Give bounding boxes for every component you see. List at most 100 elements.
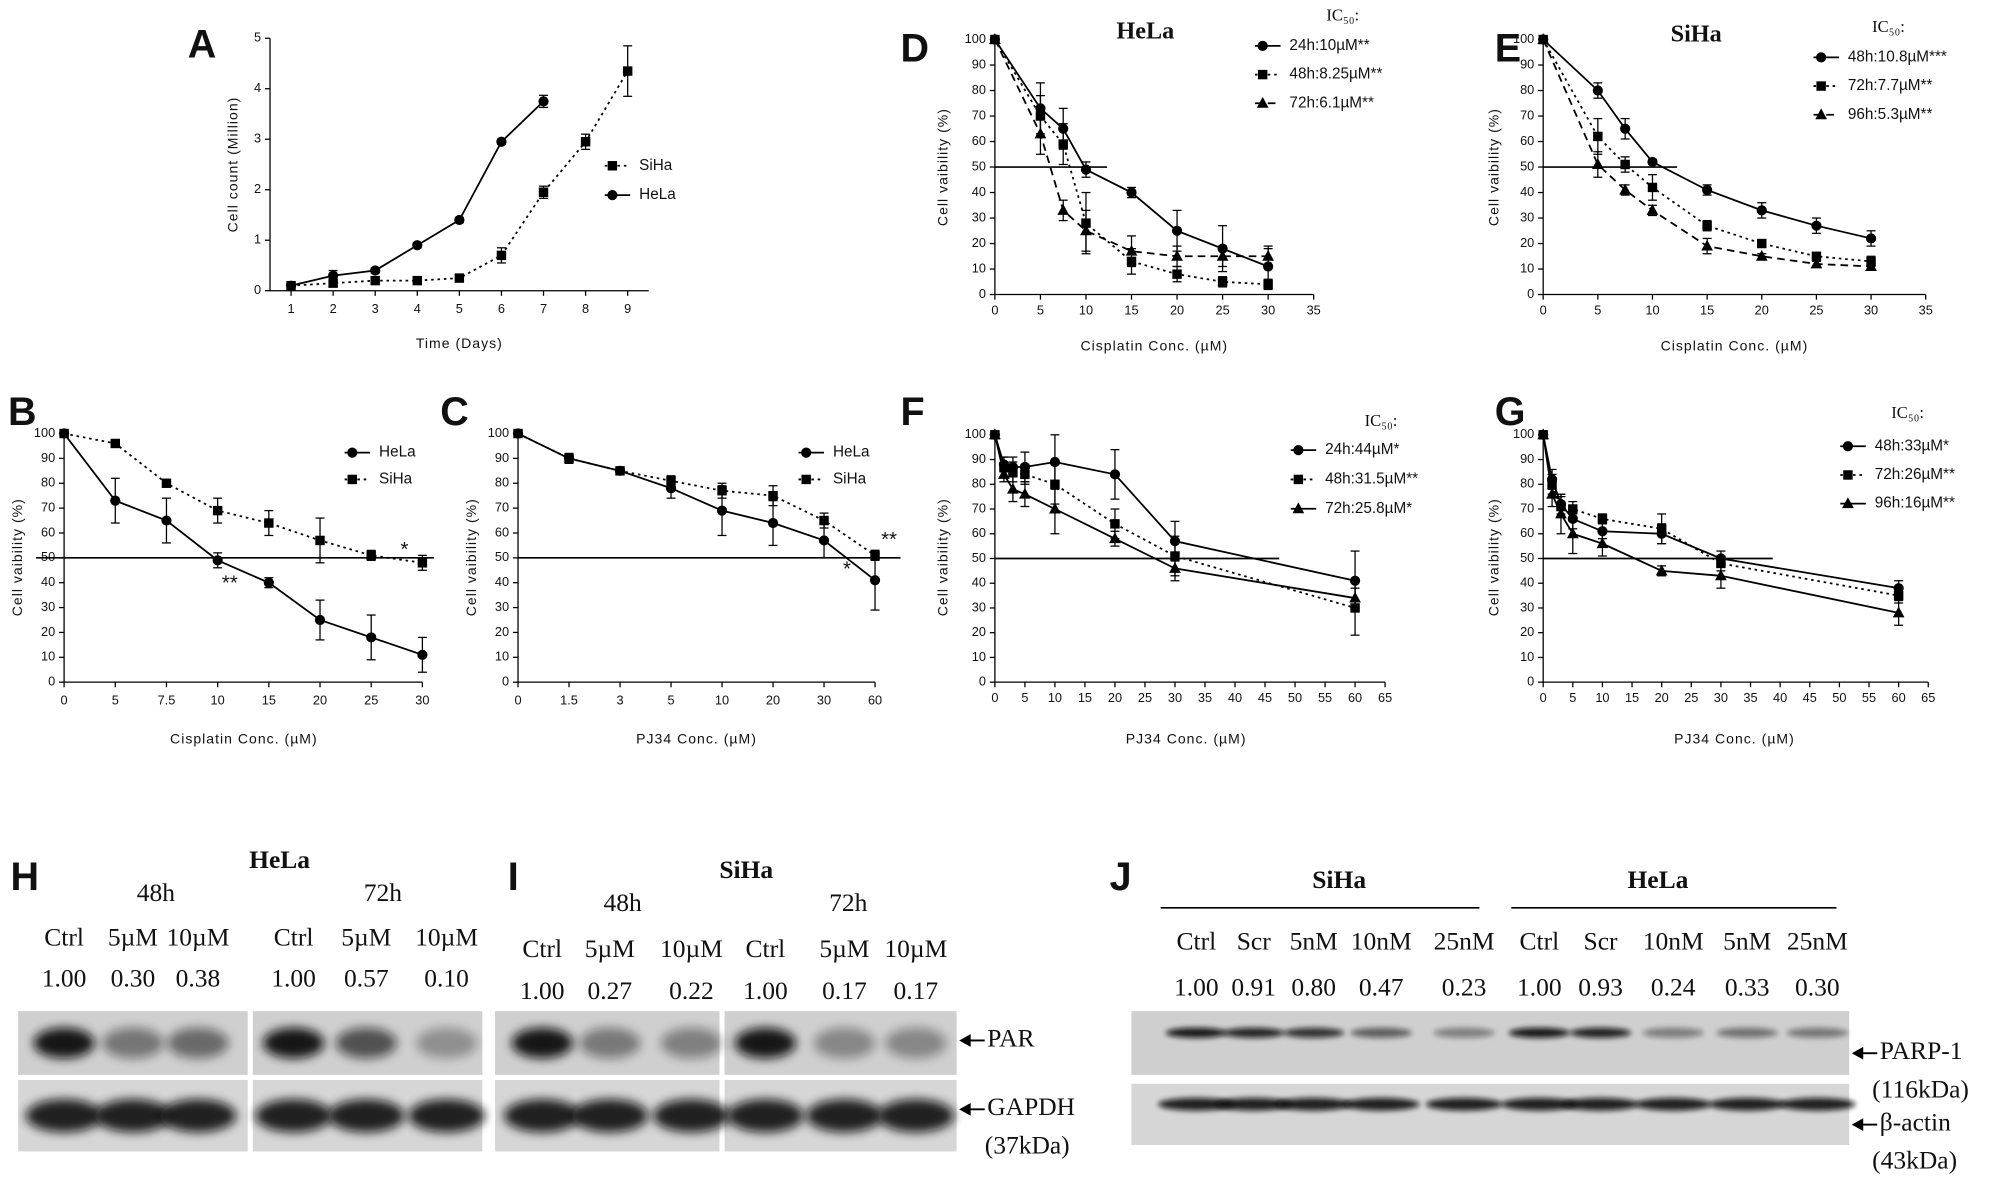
marker [1020, 469, 1030, 480]
marker [717, 485, 727, 496]
y-tick-label: 0 [48, 674, 55, 689]
y-tick-label: 60 [495, 524, 509, 539]
x-tick-label: 30 [1864, 302, 1878, 317]
legend-label: 48h:31.5µM** [1325, 470, 1418, 487]
legend-title: IC₅₀: [1872, 17, 1905, 36]
x-tick-label: 15 [1124, 302, 1138, 317]
marker [1702, 220, 1712, 231]
marker [1169, 562, 1181, 573]
series-line [994, 39, 1269, 268]
band [1433, 1027, 1495, 1038]
marker [1349, 591, 1361, 603]
y-tick-label: 80 [972, 82, 986, 97]
marker [347, 474, 357, 485]
x-tick-label: 7 [540, 301, 547, 316]
x-tick-label: 60 [1348, 690, 1362, 705]
x-tick-label: 5 [456, 301, 463, 316]
marker [1546, 487, 1558, 499]
y-axis-label: Cell vaibility (%) [935, 108, 951, 226]
loading-band [503, 1099, 581, 1133]
marker [1810, 257, 1823, 269]
y-tick-label: 30 [972, 599, 986, 614]
loading-band [94, 1099, 172, 1133]
blot-membrane [1131, 1083, 1850, 1146]
marker [1620, 123, 1631, 134]
marker [328, 270, 339, 281]
y-tick-label: 70 [972, 500, 986, 515]
marker [1619, 183, 1632, 195]
y-tick-label: 40 [1520, 184, 1534, 199]
blot-title: HeLa [249, 845, 310, 874]
y-tick-label: 10 [495, 649, 509, 664]
band [511, 1027, 573, 1059]
loading-band [255, 1099, 332, 1133]
lane-label: 25nM [1434, 926, 1495, 955]
marker [1257, 40, 1268, 52]
band [1569, 1027, 1632, 1038]
band [33, 1027, 95, 1059]
x-axis-label: PJ34 Conc. (µM) [636, 730, 757, 746]
marker [1007, 482, 1019, 494]
lane-label: 10µM [884, 934, 947, 963]
marker [496, 136, 507, 147]
band-value: 0.91 [1231, 972, 1276, 1001]
x-tick-label: 20 [1108, 690, 1122, 705]
blot-label: (116kDa) [1872, 1074, 1969, 1103]
x-tick-label: 30 [817, 693, 831, 708]
marker [1811, 251, 1822, 262]
y-tick-label: 0 [1527, 674, 1534, 689]
y-tick-label: 20 [495, 624, 509, 639]
marker [1172, 269, 1182, 279]
band [1508, 1027, 1570, 1038]
loading-band [328, 1099, 405, 1133]
series-line [63, 432, 423, 656]
marker [869, 575, 881, 586]
lane-label: Scr [1584, 926, 1619, 955]
marker [818, 535, 830, 546]
x-tick-label: 5 [112, 693, 119, 708]
legend-label: SiHa [833, 470, 867, 487]
x-tick-label: 40 [1773, 690, 1787, 705]
marker [110, 438, 120, 449]
y-tick-label: 10 [1520, 260, 1534, 275]
band-value: 1.00 [520, 976, 565, 1005]
loading-band [408, 1099, 485, 1133]
marker [1019, 487, 1031, 499]
y-tick-label: 60 [1520, 525, 1534, 540]
marker [366, 632, 377, 643]
y-tick-label: 100 [965, 426, 986, 441]
marker [454, 273, 465, 283]
marker [1293, 474, 1304, 485]
marker [1126, 187, 1137, 198]
x-tick-label: 10 [1079, 302, 1093, 317]
x-tick-label: 3 [616, 693, 623, 708]
y-tick-label: 10 [972, 649, 986, 664]
x-tick-label: 5 [667, 693, 674, 708]
band [102, 1027, 164, 1059]
y-axis-label: Cell count (Million) [224, 97, 240, 233]
loading-band [1634, 1097, 1712, 1111]
x-tick-label: 30 [1168, 690, 1182, 705]
arrow-head [959, 1102, 971, 1116]
x-tick-label: 0 [991, 690, 998, 705]
blot-label: (43kDa) [1872, 1146, 1957, 1175]
y-tick-label: 10 [41, 649, 55, 664]
y-tick-label: 70 [41, 499, 55, 514]
x-tick-label: 3 [372, 301, 379, 316]
blot-label: GAPDH [987, 1092, 1075, 1121]
annotation: * [401, 539, 409, 561]
x-axis-label: Cisplatin Conc. (µM) [170, 730, 318, 746]
y-tick-label: 100 [488, 425, 509, 440]
y-axis-label: Cell vaibility (%) [463, 498, 479, 616]
x-axis-label: Cisplatin Conc. (µM) [1080, 338, 1228, 354]
annotation: * [843, 558, 851, 580]
x-tick-label: 6 [498, 301, 505, 316]
lane-label: 10µM [167, 923, 230, 952]
marker [1109, 532, 1121, 544]
marker [1647, 156, 1658, 168]
x-axis-label: PJ34 Conc. (µM) [1674, 730, 1795, 746]
x-tick-label: 9 [624, 301, 631, 316]
marker [417, 649, 428, 660]
y-axis-label: Cell vaibility (%) [1485, 108, 1501, 226]
x-axis-label: PJ34 Conc. (µM) [1126, 730, 1247, 746]
